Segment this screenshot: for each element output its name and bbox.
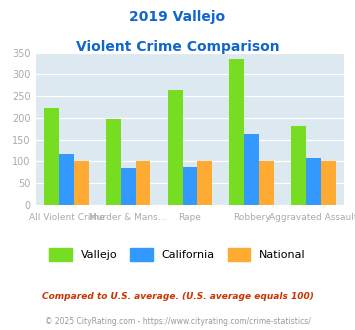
Bar xyxy=(44,108,59,205)
Bar xyxy=(168,90,182,205)
Bar xyxy=(259,161,274,205)
Bar xyxy=(197,161,212,205)
Bar xyxy=(229,59,244,205)
Bar xyxy=(182,167,197,205)
Legend: Vallejo, California, National: Vallejo, California, National xyxy=(45,244,310,265)
Text: Murder & Mans...: Murder & Mans... xyxy=(89,213,167,222)
Text: Compared to U.S. average. (U.S. average equals 100): Compared to U.S. average. (U.S. average … xyxy=(42,292,313,301)
Text: Rape: Rape xyxy=(179,213,201,222)
Text: © 2025 CityRating.com - https://www.cityrating.com/crime-statistics/: © 2025 CityRating.com - https://www.city… xyxy=(45,317,310,326)
Bar xyxy=(244,134,259,205)
Bar xyxy=(306,158,321,205)
Bar xyxy=(59,154,74,205)
Text: Violent Crime Comparison: Violent Crime Comparison xyxy=(76,40,279,53)
Bar xyxy=(121,168,136,205)
Text: 2019 Vallejo: 2019 Vallejo xyxy=(130,10,225,24)
Bar xyxy=(74,161,89,205)
Text: All Violent Crime: All Violent Crime xyxy=(28,213,104,222)
Text: Robbery: Robbery xyxy=(233,213,271,222)
Bar xyxy=(106,119,121,205)
Bar xyxy=(321,161,336,205)
Bar xyxy=(136,161,151,205)
Text: Aggravated Assault: Aggravated Assault xyxy=(269,213,355,222)
Bar xyxy=(291,126,306,205)
